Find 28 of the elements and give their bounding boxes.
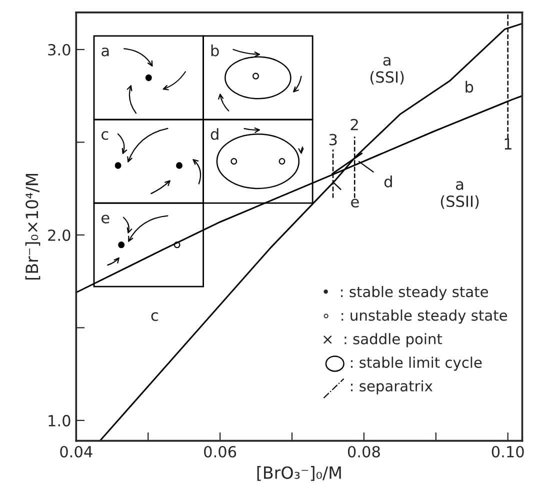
x-tick-label: 0.10 bbox=[492, 446, 524, 458]
annotation: a bbox=[102, 48, 109, 56]
x-axis-title: [BrO₃⁻]₀/M bbox=[257, 466, 341, 481]
annotation: ∘ : unstable steady state bbox=[324, 310, 508, 324]
x-tick-label: 0.08 bbox=[348, 446, 380, 458]
annotation: d bbox=[384, 176, 392, 188]
annotation: e bbox=[102, 214, 110, 224]
x-tick-label: 0.06 bbox=[204, 446, 236, 458]
y-tick-label: 2.0 bbox=[48, 229, 70, 241]
x-tick-label: 0.04 bbox=[60, 446, 92, 458]
annotation: b bbox=[211, 44, 219, 56]
annotation: c bbox=[151, 312, 158, 322]
y-axis-title: [Br⁻]₀×10⁴/M bbox=[25, 174, 40, 280]
y-tick-label: 1.0 bbox=[48, 414, 70, 426]
annotation: : stable limit cycle bbox=[351, 356, 482, 371]
annotation: c bbox=[102, 131, 108, 140]
annotation: a (SSII) bbox=[440, 181, 479, 209]
annotation: a (SSI) bbox=[370, 56, 404, 85]
annotation: × : saddle point bbox=[324, 333, 442, 348]
annotation: : separatrix bbox=[351, 380, 432, 394]
annotation: e bbox=[351, 198, 359, 208]
y-tick-label: 3.0 bbox=[48, 44, 70, 56]
annotation: 1 bbox=[504, 138, 512, 150]
annotation: b bbox=[466, 80, 474, 93]
annotation: 3 bbox=[329, 134, 337, 146]
annotation: • : stable steady state bbox=[324, 286, 488, 300]
annotation: d bbox=[210, 128, 218, 140]
annotation: 2 bbox=[350, 118, 358, 130]
